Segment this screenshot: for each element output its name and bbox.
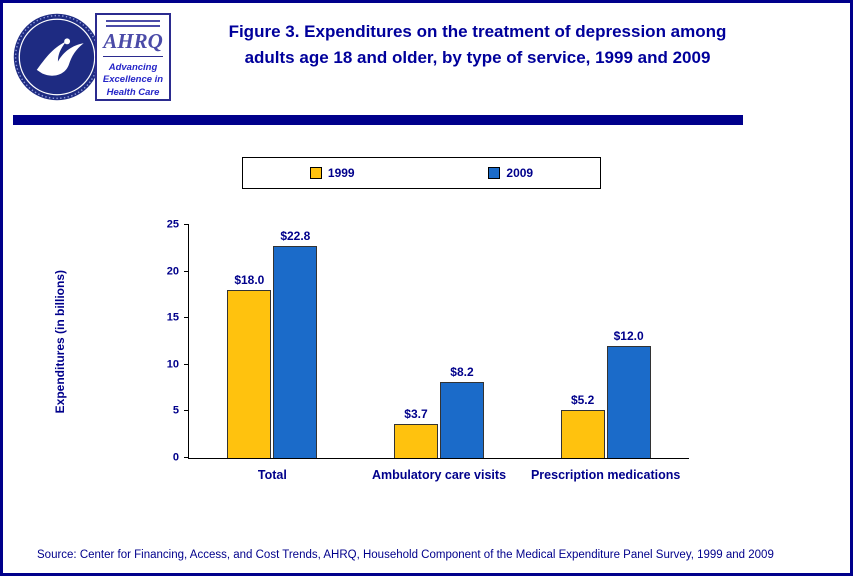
header: AHRQ Advancing Excellence in Health Care… bbox=[11, 9, 842, 113]
divider-bar bbox=[13, 115, 743, 125]
figure-label: Figure 3. bbox=[228, 22, 300, 41]
y-tick-mark bbox=[184, 363, 189, 365]
bar-2009 bbox=[273, 245, 318, 458]
y-tick-label: 25 bbox=[166, 218, 179, 231]
ahrq-logo: AHRQ Advancing Excellence in Health Care bbox=[95, 13, 171, 101]
legend-item-1999: 1999 bbox=[309, 166, 355, 180]
bar-2009 bbox=[606, 346, 651, 458]
bar-column: $8.2 bbox=[439, 364, 484, 458]
legend: 1999 2009 bbox=[242, 157, 601, 189]
category-label: Total bbox=[257, 468, 287, 482]
ahrq-logo-tagline: Advancing Excellence in Health Care bbox=[102, 62, 164, 98]
y-tick-label: 0 bbox=[172, 451, 179, 464]
plot-area: 0 5 10 15 20 25 $18.0 $22.8 Total $3.7 $8.2 Ambulat… bbox=[167, 219, 689, 482]
legend-swatch-1999 bbox=[309, 167, 322, 179]
figure-title-text: Expenditures on the treatment of depress… bbox=[304, 22, 727, 41]
bar-value-label: $22.8 bbox=[280, 228, 311, 243]
y-tick-mark bbox=[184, 270, 189, 272]
bar-1999 bbox=[227, 290, 272, 458]
bar-value-label: $5.2 bbox=[570, 392, 595, 407]
bar-value-label: $12.0 bbox=[613, 329, 644, 344]
category-label: Prescription medications bbox=[530, 468, 681, 482]
bar-value-label: $18.0 bbox=[234, 273, 265, 288]
bar-1999 bbox=[393, 423, 438, 458]
figure-title: Figure 3. Expenditures on the treatment … bbox=[171, 9, 842, 113]
y-tick-label: 5 bbox=[172, 404, 179, 417]
y-tick-mark bbox=[184, 457, 189, 458]
bar-1999 bbox=[560, 409, 605, 458]
y-tick-label: 15 bbox=[166, 311, 179, 324]
y-tick-mark bbox=[184, 410, 189, 412]
y-axis-title: Expenditures (in billions) bbox=[53, 269, 67, 414]
legend-label: 1999 bbox=[327, 166, 355, 180]
source-note: Source: Center for Financing, Access, an… bbox=[37, 549, 774, 561]
legend-label: 2009 bbox=[506, 166, 534, 180]
ahrq-logo-rule bbox=[103, 56, 163, 57]
ahrq-logo-acronym: AHRQ bbox=[103, 29, 163, 53]
bar-value-label: $8.2 bbox=[450, 364, 474, 379]
bar-column: $22.8 bbox=[273, 228, 318, 458]
ahrq-logo-stripe bbox=[106, 25, 160, 27]
bar-group: $3.7 $8.2 Ambulatory care visits bbox=[372, 364, 506, 482]
bar-2009 bbox=[439, 381, 484, 458]
bar-group: $5.2 $12.0 Prescription medications bbox=[531, 329, 680, 482]
chart-region: 1999 2009 Expenditures (in billions) 0 5 10… bbox=[3, 125, 850, 555]
figure-title-line2: adults age 18 and older, by type of serv… bbox=[244, 47, 711, 67]
y-tick-label: 20 bbox=[166, 265, 179, 278]
bar-column: $18.0 bbox=[227, 273, 272, 458]
ahrq-logo-stripe bbox=[106, 20, 160, 22]
legend-item-2009: 2009 bbox=[488, 166, 533, 180]
bar-column: $5.2 bbox=[560, 392, 605, 458]
figure-title-line1: Figure 3. Expenditures on the treatment … bbox=[171, 19, 784, 45]
bar-column: $12.0 bbox=[606, 329, 651, 458]
hhs-seal-icon bbox=[13, 13, 101, 101]
y-tick-label: 10 bbox=[166, 358, 179, 371]
y-tick-mark bbox=[184, 224, 189, 225]
bar-value-label: $3.7 bbox=[404, 406, 428, 421]
category-label: Ambulatory care visits bbox=[371, 468, 507, 482]
logo-block: AHRQ Advancing Excellence in Health Care bbox=[11, 9, 171, 113]
bar-column: $3.7 bbox=[393, 406, 438, 458]
legend-swatch-2009 bbox=[488, 167, 501, 179]
y-tick-mark bbox=[184, 317, 189, 319]
bar-group: $18.0 $22.8 Total bbox=[227, 228, 318, 482]
